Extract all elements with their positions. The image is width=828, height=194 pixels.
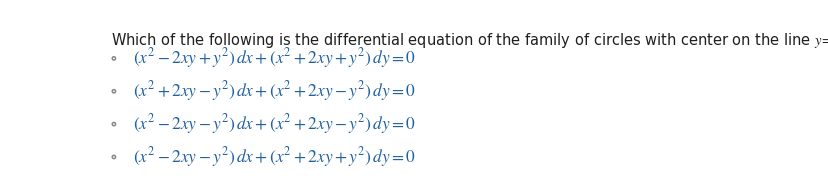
Text: $( x^{2}-2xy-y^{2})\,dx+( x^{2}+2xy+y^{2})\,dy=0$: $( x^{2}-2xy-y^{2})\,dx+( x^{2}+2xy+y^{2… — [132, 145, 415, 169]
Text: $( x^{2}-2xy+y^{2})\,dx+( x^{2}+2xy+y^{2})\,dy=0$: $( x^{2}-2xy+y^{2})\,dx+( x^{2}+2xy+y^{2… — [132, 46, 415, 70]
Text: $( x^{2}+2xy-y^{2})\,dx+( x^{2}+2xy-y^{2})\,dy=0$: $( x^{2}+2xy-y^{2})\,dx+( x^{2}+2xy-y^{2… — [132, 79, 415, 103]
Text: $( x^{2}-2xy-y^{2})\,dx+( x^{2}+2xy-y^{2})\,dy=0$: $( x^{2}-2xy-y^{2})\,dx+( x^{2}+2xy-y^{2… — [132, 112, 415, 136]
Text: Which of the following is the differential equation of the family of circles wit: Which of the following is the differenti… — [111, 31, 828, 50]
